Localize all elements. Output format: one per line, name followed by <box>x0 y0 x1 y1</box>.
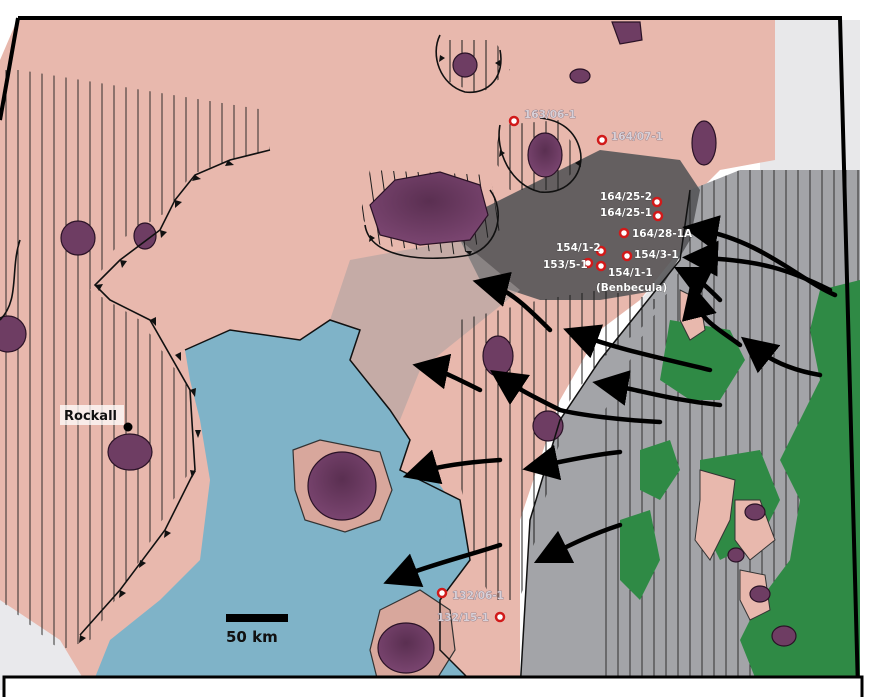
well-154-3-1: 154/3-1 <box>621 249 679 262</box>
well-label: 164/28-1A <box>632 228 693 240</box>
scale-bar: 50 km <box>226 614 288 646</box>
intrusions <box>0 21 797 691</box>
wells: 163/06-1 164/07-1 164/25-2 164/25-1 164/… <box>436 109 694 625</box>
well-164-07-1: 164/07-1 <box>596 131 663 146</box>
well-label: 153/5-1 <box>543 259 588 271</box>
well-153-5-1: 153/5-1 <box>543 257 594 271</box>
well-164-25-1: 164/25-1 <box>600 207 664 222</box>
rockall-label: Rockall <box>64 409 117 424</box>
dark-shadow-benbecula <box>460 150 700 300</box>
rockall-marker: Rockall <box>60 405 133 432</box>
well-163-06-1: 163/06-1 <box>508 109 576 127</box>
well-label: 154/3-1 <box>634 249 679 261</box>
well-154-1-2: 154/1-2 <box>556 242 607 257</box>
well-label: 132/15-1 <box>437 612 489 624</box>
blue-basin <box>90 320 470 690</box>
transport-arrows <box>383 215 838 588</box>
well-label: 154/1-1 <box>608 267 653 279</box>
fault-teeth <box>79 55 581 643</box>
caption-box <box>2 675 864 697</box>
well-164-28-1a: 164/28-1A <box>618 227 693 240</box>
map-frame-left <box>0 17 20 121</box>
shelf-outline <box>519 189 691 691</box>
well-154-1-1: 154/1-1 <box>595 260 653 279</box>
well-label: 164/07-1 <box>611 131 663 143</box>
well-label: 163/06-1 <box>524 109 576 121</box>
well-132-06-1: 132/06-1 <box>436 587 504 602</box>
map-frame <box>18 16 860 691</box>
fault-lines <box>0 34 582 636</box>
well-164-25-2: 164/25-2 <box>600 191 663 208</box>
well-label: 164/25-2 <box>600 191 652 203</box>
well-132-15-1: 132/15-1 <box>437 612 506 624</box>
well-label: 164/25-1 <box>600 207 652 219</box>
benbecula-label: (Benbecula) <box>596 282 667 294</box>
scale-label: 50 km <box>226 628 278 646</box>
well-label: 132/06-1 <box>452 590 504 602</box>
well-label: 154/1-2 <box>556 242 601 254</box>
